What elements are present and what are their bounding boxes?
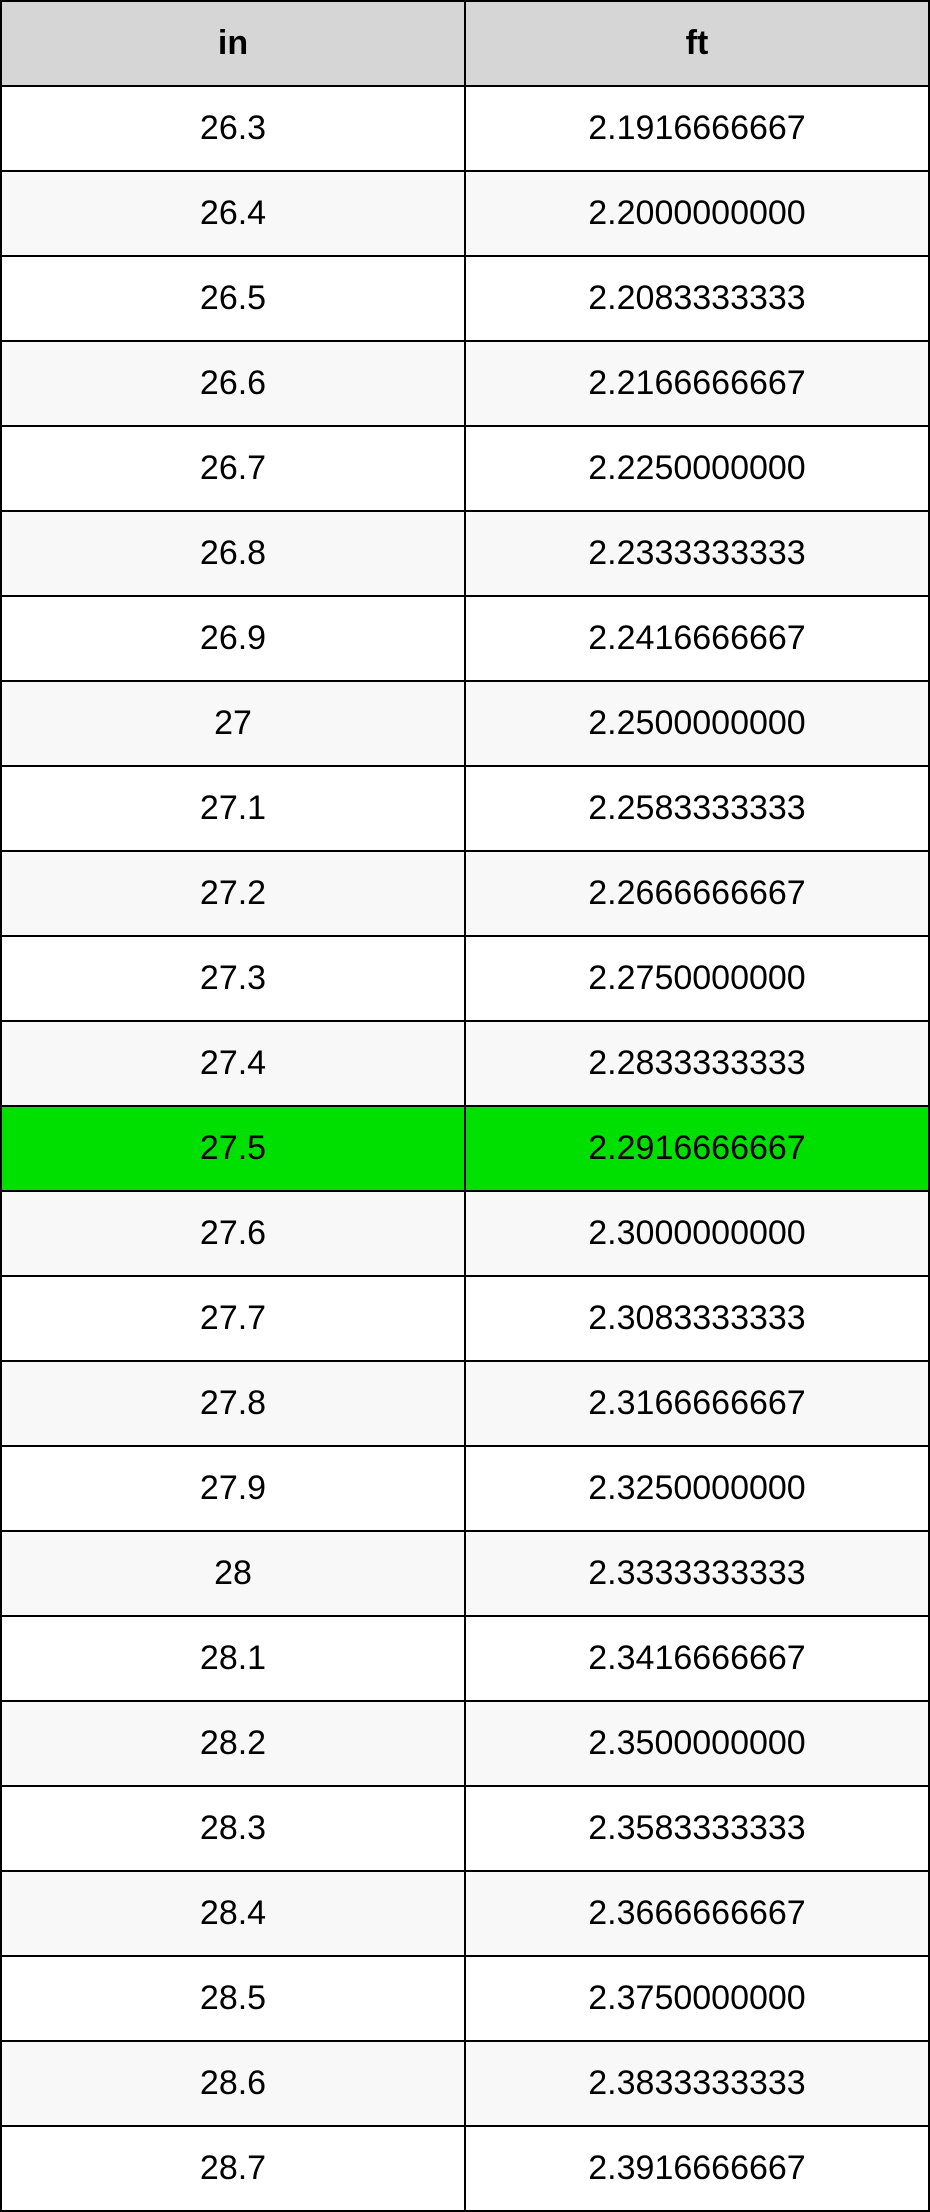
column-header-ft: ft (465, 1, 929, 86)
cell-ft: 2.2083333333 (465, 256, 929, 341)
cell-in: 28.4 (1, 1871, 465, 1956)
conversion-table-container: in ft 26.32.1916666667 26.42.2000000000 … (0, 0, 930, 2212)
cell-ft: 2.2166666667 (465, 341, 929, 426)
table-row: 26.52.2083333333 (1, 256, 929, 341)
table-row: 28.12.3416666667 (1, 1616, 929, 1701)
table-row: 27.42.2833333333 (1, 1021, 929, 1106)
cell-in: 27.9 (1, 1446, 465, 1531)
table-row: 26.32.1916666667 (1, 86, 929, 171)
conversion-table: in ft 26.32.1916666667 26.42.2000000000 … (0, 0, 930, 2212)
cell-ft: 2.2000000000 (465, 171, 929, 256)
cell-in: 27.7 (1, 1276, 465, 1361)
column-header-in: in (1, 1, 465, 86)
cell-ft: 2.3833333333 (465, 2041, 929, 2126)
table-row: 26.42.2000000000 (1, 171, 929, 256)
table-row: 27.32.2750000000 (1, 936, 929, 1021)
table-row: 26.62.2166666667 (1, 341, 929, 426)
cell-in: 27 (1, 681, 465, 766)
cell-ft: 2.2666666667 (465, 851, 929, 936)
cell-ft: 2.2750000000 (465, 936, 929, 1021)
cell-in: 28.1 (1, 1616, 465, 1701)
table-row: 27.72.3083333333 (1, 1276, 929, 1361)
cell-ft: 2.3916666667 (465, 2126, 929, 2211)
cell-ft: 2.2583333333 (465, 766, 929, 851)
cell-in: 27.3 (1, 936, 465, 1021)
table-row: 26.92.2416666667 (1, 596, 929, 681)
table-row: 28.42.3666666667 (1, 1871, 929, 1956)
cell-in: 26.6 (1, 341, 465, 426)
cell-in: 28.5 (1, 1956, 465, 2041)
table-row: 28.72.3916666667 (1, 2126, 929, 2211)
cell-in: 28.3 (1, 1786, 465, 1871)
cell-in: 26.7 (1, 426, 465, 511)
cell-ft: 2.3416666667 (465, 1616, 929, 1701)
cell-in: 26.9 (1, 596, 465, 681)
cell-in: 27.4 (1, 1021, 465, 1106)
cell-ft: 2.3666666667 (465, 1871, 929, 1956)
table-row: 27.92.3250000000 (1, 1446, 929, 1531)
table-row: 28.52.3750000000 (1, 1956, 929, 2041)
cell-ft: 2.3500000000 (465, 1701, 929, 1786)
cell-ft: 2.2333333333 (465, 511, 929, 596)
cell-ft: 2.3583333333 (465, 1786, 929, 1871)
cell-in: 27.8 (1, 1361, 465, 1446)
table-row: 28.62.3833333333 (1, 2041, 929, 2126)
table-header-row: in ft (1, 1, 929, 86)
cell-in: 27.5 (1, 1106, 465, 1191)
cell-in: 28.7 (1, 2126, 465, 2211)
cell-ft: 2.3750000000 (465, 1956, 929, 2041)
cell-in: 26.3 (1, 86, 465, 171)
table-row: 27.62.3000000000 (1, 1191, 929, 1276)
cell-ft: 2.3083333333 (465, 1276, 929, 1361)
table-row: 27.22.2666666667 (1, 851, 929, 936)
cell-ft: 2.3166666667 (465, 1361, 929, 1446)
cell-ft: 2.2416666667 (465, 596, 929, 681)
table-row: 26.82.2333333333 (1, 511, 929, 596)
cell-in: 28.2 (1, 1701, 465, 1786)
cell-in: 28.6 (1, 2041, 465, 2126)
cell-in: 27.1 (1, 766, 465, 851)
table-row: 28.22.3500000000 (1, 1701, 929, 1786)
cell-ft: 2.3333333333 (465, 1531, 929, 1616)
cell-ft: 2.3000000000 (465, 1191, 929, 1276)
table-row-highlighted: 27.52.2916666667 (1, 1106, 929, 1191)
cell-ft: 2.2500000000 (465, 681, 929, 766)
table-row: 282.3333333333 (1, 1531, 929, 1616)
cell-in: 27.2 (1, 851, 465, 936)
cell-in: 26.5 (1, 256, 465, 341)
table-row: 272.2500000000 (1, 681, 929, 766)
cell-ft: 2.2916666667 (465, 1106, 929, 1191)
cell-in: 26.4 (1, 171, 465, 256)
cell-in: 27.6 (1, 1191, 465, 1276)
cell-in: 28 (1, 1531, 465, 1616)
cell-ft: 2.2250000000 (465, 426, 929, 511)
cell-ft: 2.1916666667 (465, 86, 929, 171)
table-row: 27.82.3166666667 (1, 1361, 929, 1446)
table-row: 26.72.2250000000 (1, 426, 929, 511)
table-row: 28.32.3583333333 (1, 1786, 929, 1871)
cell-ft: 2.2833333333 (465, 1021, 929, 1106)
cell-ft: 2.3250000000 (465, 1446, 929, 1531)
table-row: 27.12.2583333333 (1, 766, 929, 851)
table-body: 26.32.1916666667 26.42.2000000000 26.52.… (1, 86, 929, 2211)
cell-in: 26.8 (1, 511, 465, 596)
